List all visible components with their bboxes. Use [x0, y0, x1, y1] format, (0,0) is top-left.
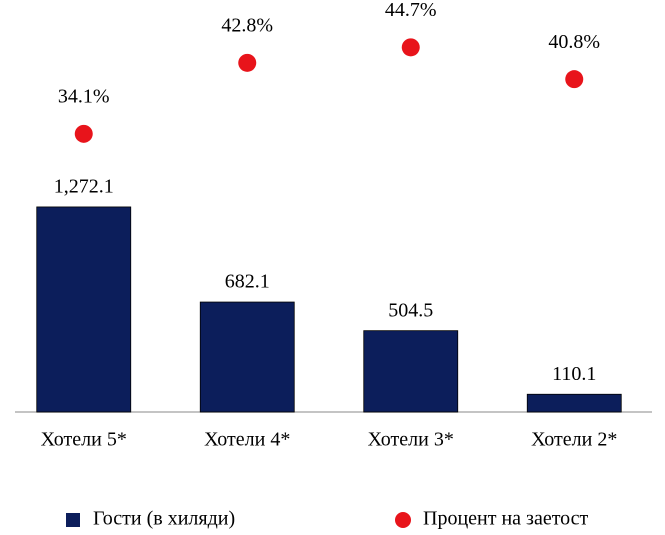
bar	[526, 393, 622, 413]
x-tick-label: Хотели 3*	[368, 429, 454, 451]
x-tick-label: Хотели 4*	[204, 429, 290, 451]
dot	[565, 70, 584, 89]
data-label: 34.1%	[58, 85, 110, 107]
x-tick-label: Хотели 2*	[531, 429, 617, 451]
data-label: 44.7%	[385, 0, 437, 21]
legend-label: Гости (в хиляди)	[93, 508, 235, 530]
legend-label: Процент на заетост	[423, 508, 589, 530]
dot	[74, 124, 93, 143]
x-tick-label: Хотели 5*	[41, 429, 127, 451]
bar	[199, 301, 295, 413]
data-label: 40.8%	[548, 31, 600, 53]
legend-swatch	[395, 512, 411, 528]
bar	[36, 206, 132, 413]
bar	[363, 330, 459, 413]
data-label: 42.8%	[221, 14, 273, 36]
dot	[238, 53, 257, 72]
data-label: 682.1	[225, 271, 270, 293]
data-label: 504.5	[388, 299, 433, 321]
data-label: 110.1	[552, 363, 596, 385]
data-label: 1,272.1	[54, 176, 114, 198]
dot	[401, 38, 420, 57]
legend-swatch	[66, 513, 80, 527]
